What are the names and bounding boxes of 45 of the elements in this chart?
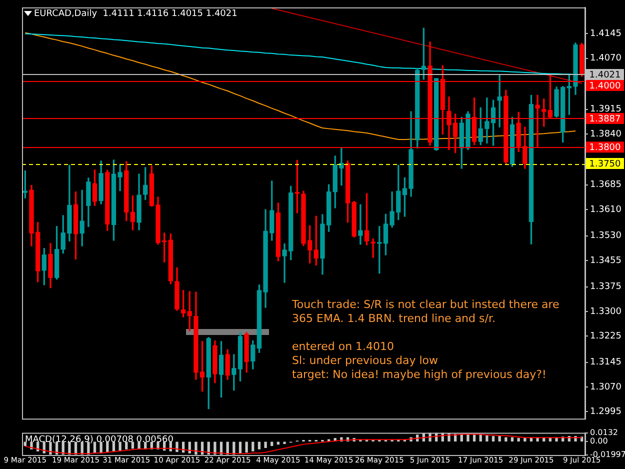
bar: [510, 437, 514, 442]
bar: [176, 442, 178, 452]
chart-title: MACD(12,26,9) 0.00708 0.00560: [25, 434, 174, 445]
ref-line-label: 1.3800: [589, 142, 622, 153]
bar: [270, 442, 274, 446]
y-tick-label: 1.3145: [590, 358, 622, 368]
ref-line-label: 1.3750: [589, 159, 622, 170]
bar: [524, 438, 526, 442]
y-tick-label: 0.00: [590, 436, 608, 446]
bar: [245, 442, 248, 453]
bar: [87, 442, 90, 455]
chart-title: EURCAD,Daily 1.4111 1.4116 1.4015 1.4021: [34, 9, 238, 20]
bar: [118, 442, 122, 451]
bar: [106, 442, 109, 452]
bar: [68, 442, 71, 455]
y-tick-label: 1.3455: [590, 256, 622, 266]
y-tick-label: 1.4070: [590, 54, 622, 64]
y-tick-label: 1.2995: [590, 407, 622, 418]
bar: [100, 442, 102, 453]
y-tick-label: 1.3915: [590, 104, 622, 115]
bar: [258, 442, 261, 450]
text: Touch trade: S/R is not clear but insted there are 365 EMA. 1.4 BRN. trend line and s/r. entered on 1.4010 Sl: under previous day low target: No idea! maybe high of previous day?!: [292, 298, 560, 381]
y-tick-label: 1.3840: [590, 129, 622, 140]
y-tick-label: 1.3300: [590, 306, 622, 317]
bar: [138, 442, 140, 449]
bar: [252, 442, 254, 452]
y-tick-label: 1.3225: [590, 331, 622, 342]
y-tick-label: 1.3530: [590, 231, 622, 242]
y-tick-label: 1.3610: [590, 204, 622, 215]
y-tick-label: 1.3375: [590, 282, 622, 292]
bar: [112, 442, 116, 452]
bar: [517, 438, 520, 442]
y-tick-label: 1.4145: [590, 29, 622, 40]
bar: [498, 436, 501, 442]
y-tick-label: 1.3070: [590, 382, 622, 392]
y-tick-label: 1.3685: [590, 180, 622, 190]
bar: [492, 436, 495, 442]
bar: [486, 435, 488, 442]
bar: [504, 437, 508, 442]
bar: [125, 442, 128, 450]
ref-line-label: 1.3887: [589, 114, 621, 124]
bar: [264, 442, 267, 448]
y-tick-label: 0.0132: [590, 428, 618, 437]
ref-line-label: 1.4000: [589, 81, 622, 92]
ref-line-label: 1.4021: [589, 70, 621, 80]
